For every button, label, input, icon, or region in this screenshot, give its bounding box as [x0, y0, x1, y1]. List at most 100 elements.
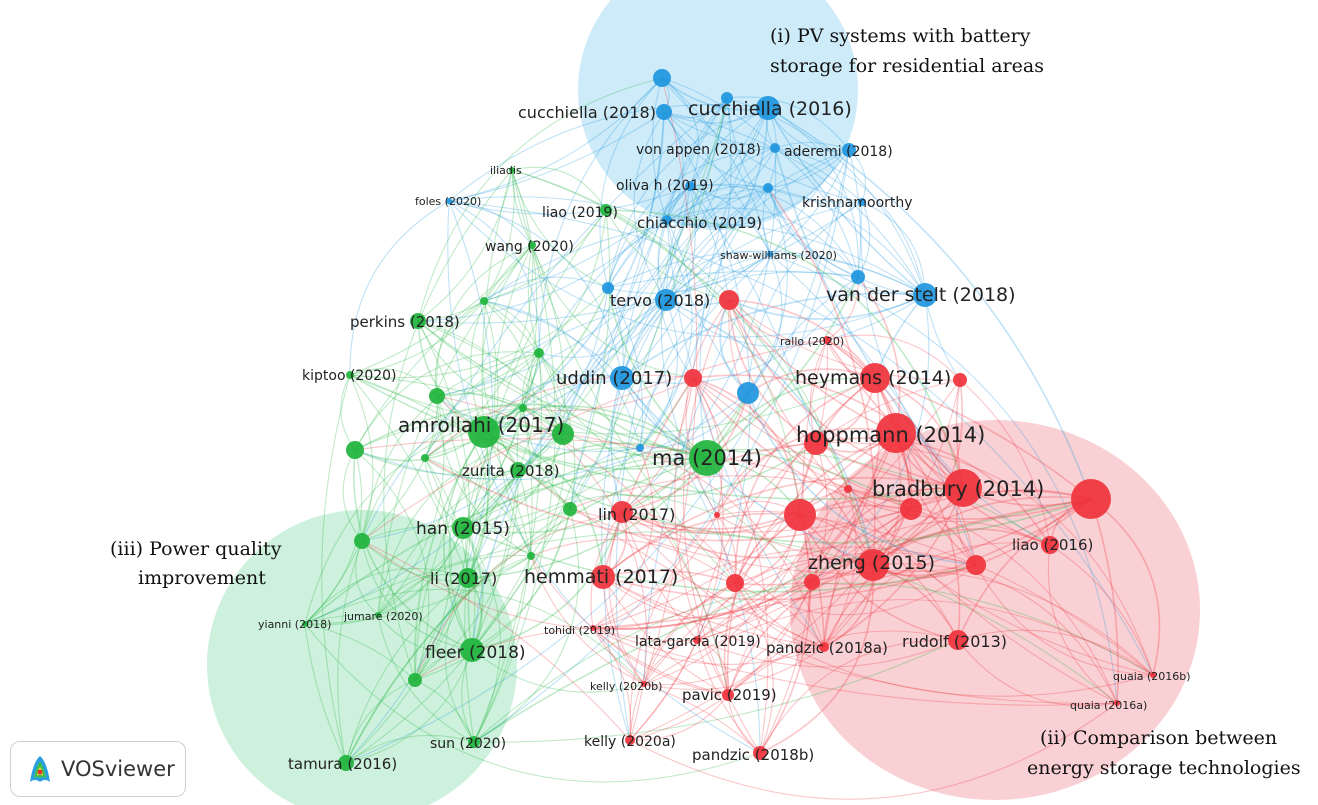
node-li2017[interactable] [458, 568, 478, 588]
node-label-krishnamoorthy[interactable]: krishnamoorthy [802, 195, 913, 211]
network-node[interactable] [519, 404, 527, 412]
network-node[interactable] [851, 270, 865, 284]
network-node[interactable] [844, 485, 852, 493]
node-label-heymans2014[interactable]: heymans (2014) [795, 367, 951, 389]
node-label-perkins2018[interactable]: perkins (2018) [350, 313, 460, 331]
node-label-foles2020[interactable]: foles (2020) [415, 195, 481, 208]
network-node[interactable] [346, 441, 364, 459]
node-label-amrollahi2017[interactable]: amrollahi (2017) [398, 413, 564, 437]
vosviewer-badge[interactable]: VOSviewer [10, 741, 186, 797]
node-label-latagarcia2019[interactable]: lata-garcia (2019) [635, 634, 761, 650]
node-label-quaia2016b[interactable]: quaia (2016b) [1113, 670, 1191, 683]
node-label-han2015[interactable]: han (2015) [416, 519, 510, 539]
node-han2015[interactable] [452, 517, 474, 539]
node-pandzic2018b[interactable] [753, 746, 767, 760]
network-node[interactable] [719, 290, 739, 310]
node-yianni2018[interactable] [302, 621, 308, 627]
node-label-jumare2020[interactable]: jumare (2020) [343, 610, 423, 623]
network-node[interactable] [714, 512, 720, 518]
node-label-rudolf2013[interactable]: rudolf (2013) [902, 632, 1007, 651]
node-liao2016[interactable] [1041, 536, 1059, 554]
node-shawwilliams2020[interactable] [767, 251, 773, 257]
node-label-chiacchio2019[interactable]: chiacchio (2019) [637, 214, 762, 232]
network-node[interactable] [552, 423, 574, 445]
node-latagarcia2019[interactable] [693, 636, 701, 644]
node-vonappen2018[interactable] [770, 143, 780, 153]
node-label-tamura2016[interactable]: tamura (2016) [288, 755, 397, 773]
node-label-vanderstelt2018[interactable]: van der stelt (2018) [826, 284, 1016, 306]
node-label-pandzic2018b[interactable]: pandzic (2018b) [692, 746, 814, 764]
network-node[interactable] [653, 69, 671, 87]
node-foles2020[interactable] [446, 198, 452, 204]
node-label-bradbury2014[interactable]: bradbury (2014) [872, 477, 1044, 501]
network-node[interactable] [737, 382, 759, 404]
node-label-sun2020[interactable]: sun (2020) [430, 736, 506, 752]
node-wang2020[interactable] [528, 241, 536, 249]
node-rallo2020[interactable] [823, 336, 831, 344]
network-node[interactable] [1071, 479, 1111, 519]
node-label-liao2019[interactable]: liao (2019) [542, 205, 618, 221]
node-bradbury2014[interactable] [944, 469, 982, 507]
node-label-kelly2020a[interactable]: kelly (2020a) [584, 734, 676, 750]
node-hoppmann2014[interactable] [876, 413, 916, 453]
node-zheng2015[interactable] [857, 549, 889, 581]
node-liao2019[interactable] [600, 204, 612, 216]
node-aderemi2018[interactable] [842, 143, 856, 157]
network-node[interactable] [354, 533, 370, 549]
node-label-vonappen2018[interactable]: von appen (2018) [636, 142, 761, 158]
network-node[interactable] [563, 502, 577, 516]
network-node[interactable] [900, 498, 922, 520]
node-cucchiella2016[interactable] [756, 96, 780, 120]
node-rudolf2013[interactable] [948, 630, 968, 650]
node-tohidi2019[interactable] [590, 625, 596, 631]
node-label-quaia2016a[interactable]: quaia (2016a) [1070, 699, 1147, 712]
node-label-yianni2018[interactable]: yianni (2018) [258, 618, 331, 631]
node-pandzic2018a[interactable] [819, 642, 829, 652]
node-label-rallo2020[interactable]: rallo (2020) [780, 335, 844, 348]
node-heymans2014[interactable] [860, 363, 890, 393]
network-node[interactable] [966, 555, 986, 575]
node-amrollahi2017[interactable] [468, 416, 500, 448]
node-hemmati2017[interactable] [591, 565, 615, 589]
node-label-tohidi2019[interactable]: tohidi (2019) [544, 624, 615, 637]
node-jumare2020[interactable] [375, 612, 381, 618]
node-ma2014[interactable] [689, 440, 725, 476]
node-iliadis[interactable] [509, 167, 515, 173]
node-zurita2018[interactable] [510, 462, 526, 478]
network-node[interactable] [421, 454, 429, 462]
network-node[interactable] [480, 297, 488, 305]
node-label-kiptoo2020[interactable]: kiptoo (2020) [302, 368, 397, 384]
node-label-aderemi2018[interactable]: aderemi (2018) [784, 144, 893, 160]
network-node[interactable] [527, 552, 535, 560]
node-label-fleer2018[interactable]: fleer (2018) [425, 643, 526, 663]
node-sun2020[interactable] [468, 736, 480, 748]
node-label-pandzic2018a[interactable]: pandzic (2018a) [766, 639, 888, 657]
network-node[interactable] [804, 431, 828, 455]
node-label-iliadis[interactable]: iliadis [490, 164, 522, 177]
network-node[interactable] [636, 444, 644, 452]
node-label-shawwilliams2020[interactable]: shaw-williams (2020) [720, 249, 837, 262]
network-node[interactable] [784, 499, 816, 531]
node-kelly2020a[interactable] [625, 735, 635, 745]
network-node[interactable] [804, 574, 820, 590]
network-node[interactable] [534, 348, 544, 358]
node-label-wang2020[interactable]: wang (2020) [485, 239, 574, 255]
node-tervo2018[interactable] [655, 289, 677, 311]
node-kiptoo2020[interactable] [346, 371, 354, 379]
node-label-ma2014[interactable]: ma (2014) [652, 446, 762, 470]
node-fleer2018[interactable] [460, 638, 484, 662]
node-label-li2017[interactable]: li (2017) [430, 569, 497, 588]
node-uddin2017[interactable] [610, 366, 634, 390]
node-vanderstelt2018[interactable] [913, 283, 937, 307]
network-node[interactable] [602, 282, 614, 294]
network-node[interactable] [408, 673, 422, 687]
node-label-lin2017[interactable]: lin (2017) [598, 505, 675, 524]
node-label-pavic2019[interactable]: pavic (2019) [682, 686, 777, 704]
node-label-hoppmann2014[interactable]: hoppmann (2014) [796, 423, 985, 447]
node-cucchiella2018[interactable] [656, 104, 672, 120]
node-label-uddin2017[interactable]: uddin (2017) [556, 368, 672, 389]
node-label-olivah2019[interactable]: oliva h (2019) [616, 178, 714, 194]
node-label-hemmati2017[interactable]: hemmati (2017) [524, 566, 678, 588]
node-perkins2018[interactable] [410, 313, 426, 329]
network-node[interactable] [721, 92, 733, 104]
